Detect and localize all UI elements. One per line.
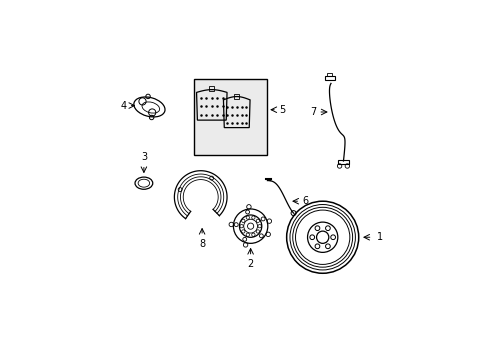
Text: 4: 4 [120,100,126,111]
Bar [326,73,332,76]
Text: 6: 6 [302,196,308,206]
Text: 2: 2 [247,260,253,269]
Bar [208,86,214,91]
Bar [337,160,348,164]
Text: 5: 5 [278,105,285,115]
Bar [233,94,239,99]
Text: 8: 8 [199,239,205,249]
Bar [193,79,267,156]
Text: 1: 1 [376,232,382,242]
Text: 7: 7 [309,107,316,117]
Bar [324,76,334,80]
Text: 3: 3 [141,152,147,162]
